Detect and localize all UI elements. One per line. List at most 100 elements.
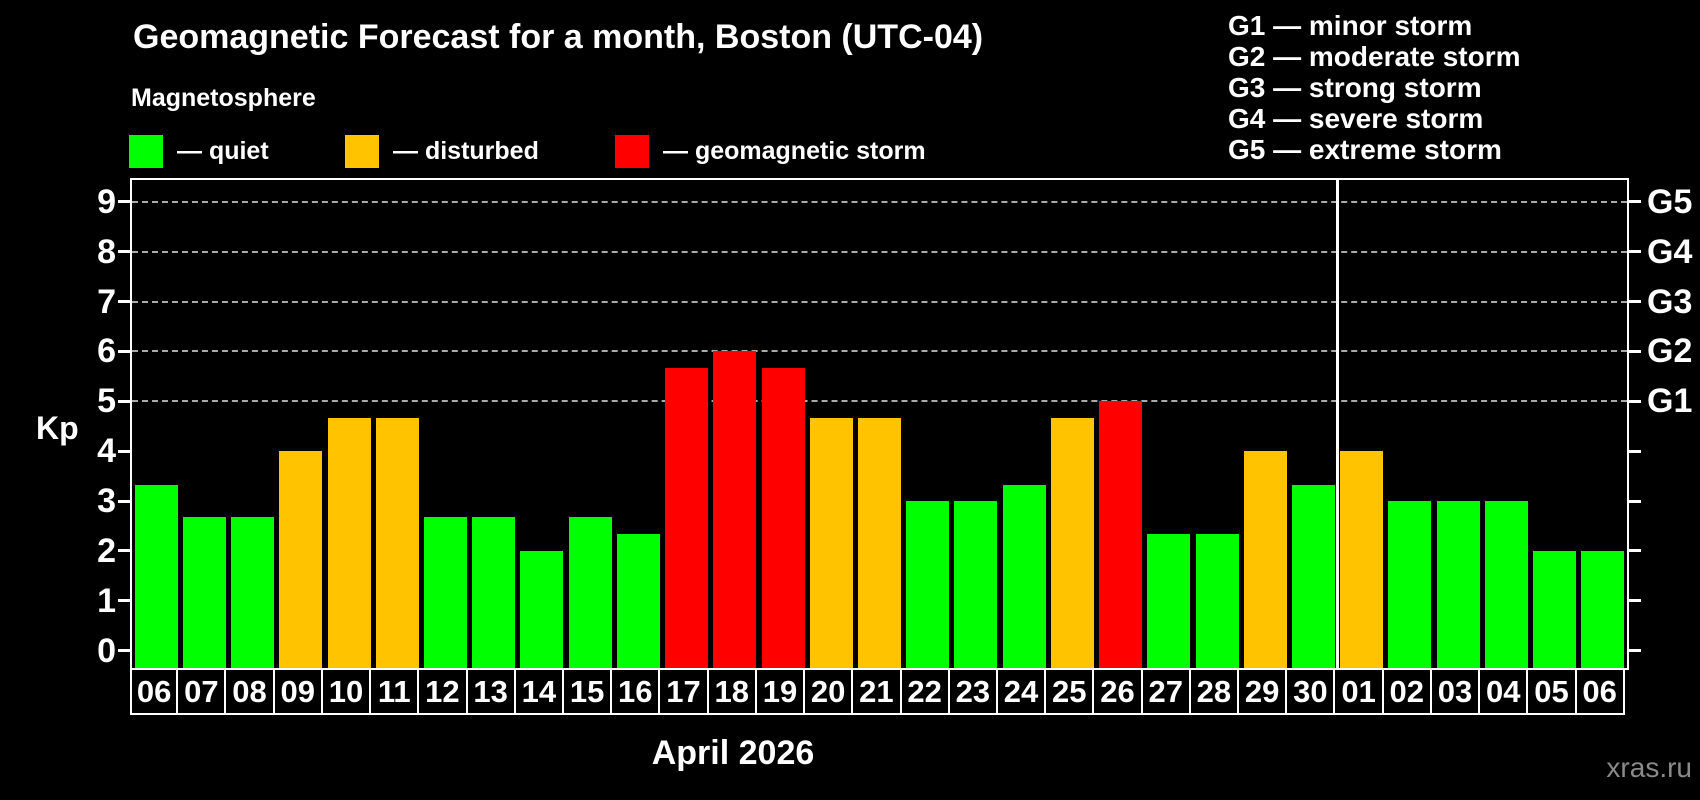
g-scale-label-g1: G1 [1647,382,1693,421]
g-scale-label-g2: G2 [1647,332,1693,371]
date-cell-apr-19: 19 [754,668,806,715]
kp-bar-03 [1436,501,1480,668]
y-axis-tick-left-7 [118,300,130,304]
y-axis-tick-right-8 [1629,250,1641,254]
kp-bar-06 [134,484,178,668]
g-scale-label-g5: G5 [1647,182,1693,221]
date-cell-apr-13: 13 [465,668,516,715]
y-tick-label-9: 9 [97,182,116,221]
y-axis-tick-left-3 [118,499,130,503]
legend-item-disturbed: — disturbed [345,134,539,168]
chart-subtitle: Magnetosphere [131,84,316,112]
y-tick-label-5: 5 [97,382,116,421]
storm-scale-line-g4: G4 — severe storm [1228,103,1484,134]
page-title: Geomagnetic Forecast for a month, Boston… [133,18,984,56]
storm-scale-line-g1: G1 — minor storm [1228,10,1473,41]
storm-scale-line-g5: G5 — extreme storm [1228,134,1502,165]
x-axis-title: April 2026 [651,734,815,772]
disturbed-swatch [345,134,379,168]
kp-bar-21 [858,417,901,668]
plot-area [130,178,1629,670]
status-legend: — quiet — disturbed — geomagnetic storm [0,134,1700,170]
kp-bar-29 [1243,451,1287,668]
gridline-kp5 [132,400,1627,403]
kp-bar-19 [761,367,805,668]
legend-item-quiet: — quiet [129,134,269,168]
date-cell-apr-30: 30 [1285,668,1336,715]
date-cell-may-01: 01 [1333,668,1384,715]
kp-bar-16 [616,534,660,668]
storm-scale-line-g2: G2 — moderate storm [1228,41,1521,72]
storm-scale-line-g3: G3 — strong storm [1228,72,1482,103]
y-axis-tick-left-0 [118,649,130,653]
y-axis-tick-right-9 [1629,200,1641,204]
storm-scale-legend: G1 — minor storm G2 — moderate storm G3 … [1228,10,1521,165]
date-cell-apr-16: 16 [610,668,661,715]
x-axis-date-row: 06 07 08 09 10 11 12 13 14 15 16 17 18 19 20 21 22 23 24 25… [130,668,1625,715]
kp-bar-28 [1195,534,1239,668]
y-axis-tick-right-1 [1629,599,1641,603]
y-tick-label-2: 2 [97,531,116,570]
y-tick-label-0: 0 [97,631,116,670]
kp-bar-23 [954,501,998,668]
gridline-kp7 [132,300,1627,303]
y-tick-label-4: 4 [97,432,116,471]
quiet-swatch [129,134,163,168]
y-axis-tick-right-7 [1629,300,1641,304]
kp-bar-24 [1002,484,1046,668]
date-cell-apr-29: 29 [1237,668,1288,715]
date-cell-apr-08: 08 [224,668,275,715]
gridline-kp9 [132,200,1627,203]
y-axis-title: Kp [36,410,79,446]
y-axis-tick-left-5 [118,399,130,403]
kp-bar-17 [665,367,709,668]
kp-bar-25 [1050,417,1094,668]
date-cell-apr-09: 09 [272,668,323,715]
y-axis-tick-right-2 [1629,549,1641,553]
kp-bar-02 [1388,501,1432,668]
date-cell-apr-17: 17 [658,668,709,715]
y-axis-tick-left-2 [118,549,130,553]
date-cell-apr-21: 21 [851,668,902,715]
date-cell-apr-28: 28 [1188,668,1240,715]
legend-label-disturbed: — disturbed [393,136,539,165]
date-cell-apr-22: 22 [899,668,950,715]
y-axis-tick-left-4 [118,449,130,453]
kp-bar-20 [809,417,853,668]
kp-bar-11 [375,417,419,668]
kp-bar-18 [713,351,757,668]
watermark: xras.ru [1606,752,1692,783]
kp-bar-27 [1147,534,1191,668]
legend-item-storm: — geomagnetic storm [615,134,926,168]
y-axis-tick-right-3 [1629,499,1641,503]
y-tick-label-6: 6 [97,332,116,371]
date-cell-apr-26: 26 [1092,668,1143,715]
kp-bar-10 [327,417,371,668]
y-axis-tick-right-4 [1629,449,1641,453]
date-cell-may-04: 04 [1478,668,1529,715]
date-cell-apr-15: 15 [561,668,613,715]
date-cell-apr-11: 11 [369,668,420,715]
date-cell-apr-14: 14 [513,668,564,715]
kp-bar-12 [423,517,467,668]
storm-swatch [615,134,649,168]
y-tick-label-8: 8 [97,232,116,271]
date-cell-apr-24: 24 [995,668,1047,715]
y-axis-tick-right-5 [1629,399,1641,403]
date-cell-apr-27: 27 [1140,668,1191,715]
kp-bar-22 [906,501,950,668]
y-tick-label-1: 1 [97,581,116,620]
kp-bar-30 [1292,484,1336,668]
kp-bar-06 [1581,550,1625,668]
date-cell-apr-12: 12 [417,668,468,715]
date-cell-apr-18: 18 [706,668,757,715]
kp-bar-15 [568,517,612,668]
y-tick-label-3: 3 [97,482,116,521]
g-scale-label-g4: G4 [1647,232,1693,271]
kp-bar-04 [1484,501,1528,668]
month-separator-line [1336,180,1340,668]
date-cell-may-03: 03 [1429,668,1481,715]
kp-bar-13 [472,517,516,668]
y-axis-tick-left-6 [118,349,130,353]
